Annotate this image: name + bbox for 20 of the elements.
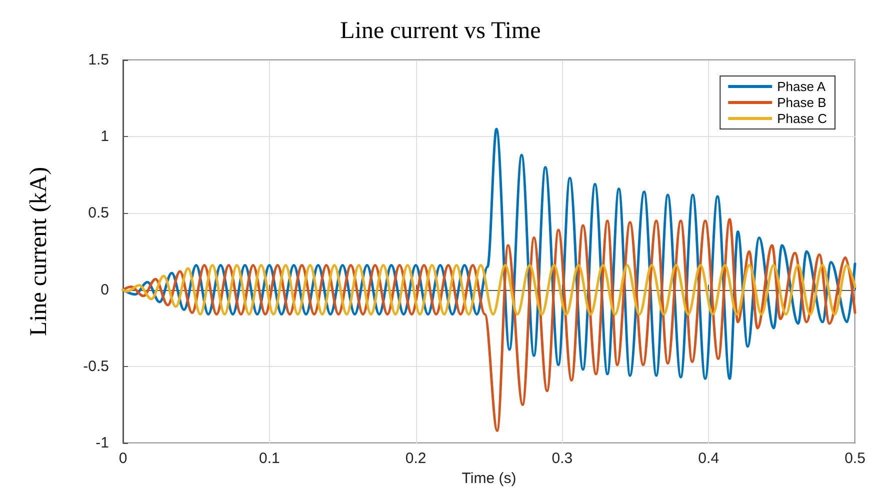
y-tick-label: -0.5 bbox=[83, 358, 109, 375]
y-tick-label: 1 bbox=[100, 128, 109, 146]
x-axis-title: Time (s) bbox=[462, 470, 516, 487]
y-tick-label: 0 bbox=[100, 281, 109, 298]
y-tick-label: -1 bbox=[96, 434, 109, 452]
x-tick-label: 0.3 bbox=[552, 450, 573, 467]
x-tick-label: 0.1 bbox=[258, 450, 280, 467]
legend-label: Phase A bbox=[777, 79, 826, 94]
x-tick-label: 0.2 bbox=[405, 450, 426, 467]
legend-label: Phase B bbox=[777, 95, 826, 110]
x-tick-label: 0.4 bbox=[698, 450, 720, 467]
chart-title: Line current vs Time bbox=[340, 18, 541, 44]
y-axis-title: Line current (kA) bbox=[26, 166, 52, 336]
y-tick-label: 0.5 bbox=[88, 204, 109, 222]
y-tick-label: 1.5 bbox=[88, 52, 109, 68]
legend-label: Phase C bbox=[777, 111, 828, 126]
x-tick-label: 0 bbox=[118, 450, 128, 467]
line-series bbox=[122, 218, 856, 432]
line-series bbox=[122, 264, 856, 316]
x-tick-label: 0.5 bbox=[844, 450, 866, 467]
